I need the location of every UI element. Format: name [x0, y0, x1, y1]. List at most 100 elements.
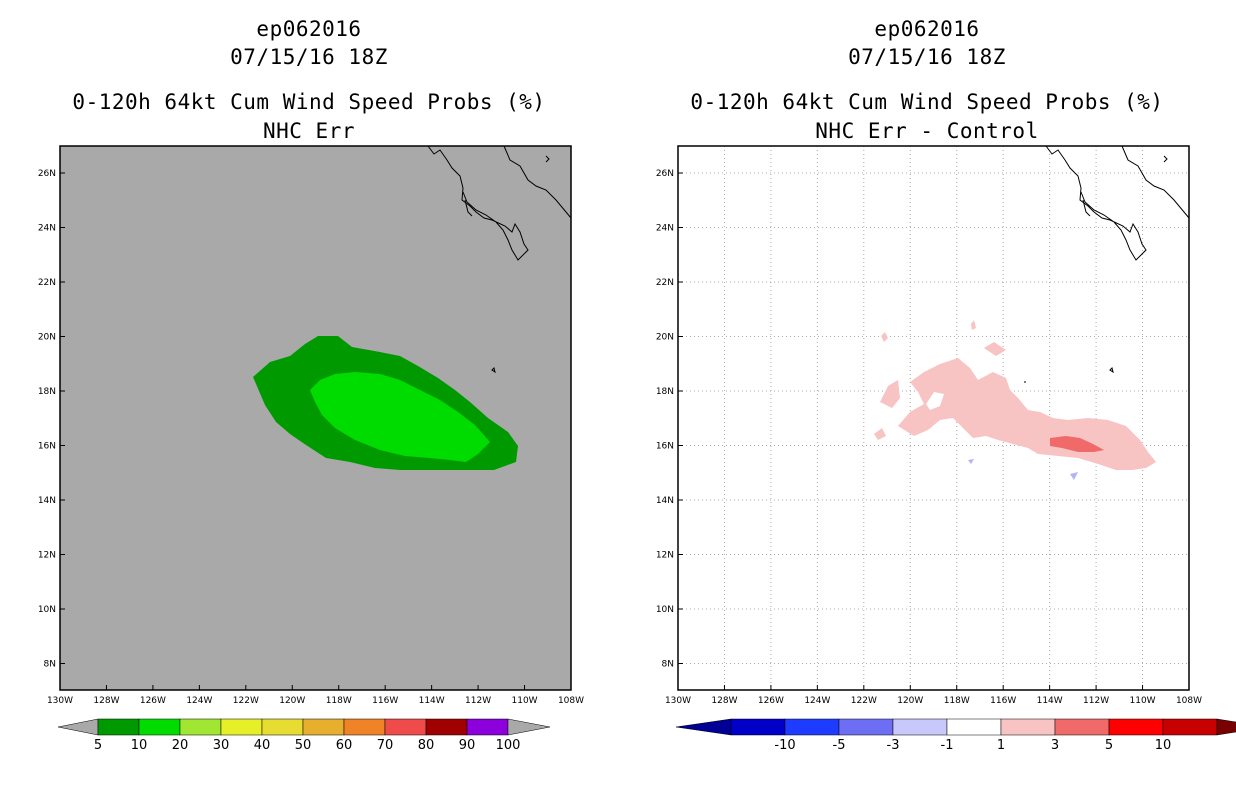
right-lat-label: 14N [656, 496, 674, 506]
left-colorbar-label: 20 [172, 738, 189, 753]
left-lon-label: 118W [326, 696, 352, 706]
left-lat-label: 12N [38, 551, 56, 561]
left-lat-label: 14N [38, 496, 56, 506]
right-colorbar-left-arrow [675, 718, 732, 736]
left-colorbar-label: 90 [459, 738, 476, 753]
left-colorbar-label: 40 [254, 738, 271, 753]
diff-contour-neg-2 [968, 459, 974, 464]
left-lat-label: 20N [38, 333, 56, 343]
left-map-frame [59, 145, 572, 691]
left-lon-label: 126W [140, 696, 166, 706]
right-axes: 130W 128W 126W 124W 122W 120W 118W 116W 114W 112W… [656, 169, 1202, 706]
left-lon-label: 108W [558, 696, 584, 706]
right-colorbar-right-arrow [1216, 718, 1236, 736]
right-map-chart: 130W 128W 126W 124W 122W 120W 118W 116W 114W 112W… [656, 145, 1236, 753]
left-colorbar-swatch [179, 718, 222, 736]
right-lon-label: 112W [1083, 696, 1109, 706]
right-lon-label: 128W [711, 696, 737, 706]
left-colorbar-swatch [97, 718, 140, 736]
left-lon-label: 114W [419, 696, 445, 706]
right-colorbar-swatch [1000, 718, 1056, 736]
right-colorbar-label: -3 [887, 738, 900, 753]
left-colorbar-left-arrow [57, 718, 99, 736]
right-colorbar-label: 1 [997, 738, 1005, 753]
right-lat-label: 22N [656, 278, 674, 288]
left-product-title: 0-120h 64kt Cum Wind Speed Probs (%) [72, 90, 546, 114]
left-colorbar-swatch [343, 718, 386, 736]
right-storm-id: ep062016 [874, 17, 980, 41]
left-lon-label: 130W [47, 696, 73, 706]
left-colorbar-right-arrow [507, 718, 551, 736]
diff-contour-pos-1 [898, 358, 1156, 470]
right-lat-label: 20N [656, 333, 674, 343]
left-panel: ep062016 07/15/16 18Z 0-120h 64kt Cum Wi… [38, 17, 584, 753]
diff-contour-pos-3 [1050, 436, 1104, 452]
right-lon-label: 118W [944, 696, 970, 706]
left-colorbar-swatch [384, 718, 427, 736]
left-colorbar-swatch [302, 718, 345, 736]
right-lon-label: 124W [804, 696, 830, 706]
right-product-title: 0-120h 64kt Cum Wind Speed Probs (%) [690, 90, 1164, 114]
left-subtitle: NHC Err [262, 119, 355, 143]
left-colorbar-label: 5 [94, 738, 102, 753]
left-lat-label: 10N [38, 605, 56, 615]
left-colorbar-swatch [425, 718, 468, 736]
right-lon-label: 116W [990, 696, 1016, 706]
right-colorbar-swatch [784, 718, 840, 736]
right-lon-label: 120W [897, 696, 923, 706]
left-axes: 130W 128W 126W 124W 122W 120W 118W 116W 114W 112W… [38, 169, 584, 706]
left-colorbar-label: 30 [213, 738, 230, 753]
left-lon-label: 120W [279, 696, 305, 706]
right-lon-label: 110W [1130, 696, 1156, 706]
diff-blob-c [874, 428, 886, 440]
diff-hole [926, 392, 944, 410]
prob-contour-10 [310, 372, 490, 462]
left-colorbar-swatch [466, 718, 509, 736]
diff-blob-b [984, 342, 1006, 356]
right-lat-label: 16N [656, 442, 674, 452]
right-coastline [1024, 145, 1190, 383]
diff-blob-d [881, 332, 888, 342]
right-lat-label: 24N [656, 224, 674, 234]
diff-contour-neg-1 [1070, 472, 1078, 480]
right-lat-label: 10N [656, 605, 674, 615]
left-colorbar: 5 10 20 30 40 50 60 70 80 90 100 [57, 718, 551, 753]
left-colorbar-swatch [138, 718, 181, 736]
left-lat-label: 8N [44, 660, 56, 670]
left-lon-label: 110W [512, 696, 538, 706]
right-colorbar-label: 5 [1105, 738, 1113, 753]
diff-blob-e [971, 320, 976, 330]
right-colorbar-swatch [838, 718, 894, 736]
left-lon-label: 128W [93, 696, 119, 706]
right-lon-label: 114W [1037, 696, 1063, 706]
left-lat-label: 18N [38, 387, 56, 397]
left-lat-label: 22N [38, 278, 56, 288]
left-lat-label: 16N [38, 442, 56, 452]
right-map-frame [677, 145, 1190, 691]
right-panel: ep062016 07/15/16 18Z 0-120h 64kt Cum Wi… [618, 0, 1236, 800]
right-colorbar-swatch [1162, 718, 1218, 736]
right-lon-label: 126W [758, 696, 784, 706]
left-lon-label: 122W [233, 696, 259, 706]
left-colorbar-label: 80 [418, 738, 435, 753]
left-lon-label: 116W [372, 696, 398, 706]
right-lat-label: 26N [656, 169, 674, 179]
right-datetime: 07/15/16 18Z [848, 45, 1006, 69]
left-map-chart: 130W 128W 126W 124W 122W 120W 118W 116W 114W 112W… [38, 145, 584, 753]
left-colorbar-label: 50 [295, 738, 312, 753]
right-colorbar-label: -5 [833, 738, 846, 753]
right-colorbar-label: 10 [1155, 738, 1172, 753]
left-coastline [427, 145, 572, 374]
right-lon-label: 108W [1176, 696, 1202, 706]
left-colorbar-label: 10 [131, 738, 148, 753]
right-lat-label: 18N [656, 387, 674, 397]
right-colorbar-swatch [730, 718, 786, 736]
left-colorbar-label: 100 [496, 738, 521, 753]
right-colorbar-label: -10 [774, 738, 795, 753]
right-colorbar-label: -1 [941, 738, 954, 753]
left-lat-label: 26N [38, 169, 56, 179]
right-lat-label: 12N [656, 551, 674, 561]
right-subtitle: NHC Err - Control [815, 119, 1039, 143]
left-colorbar-swatch [261, 718, 304, 736]
left-datetime: 07/15/16 18Z [230, 45, 388, 69]
